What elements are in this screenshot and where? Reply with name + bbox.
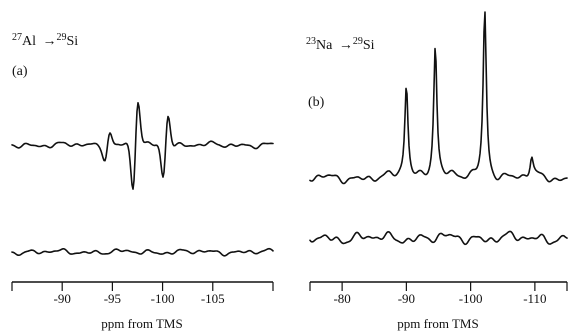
arrow-icon: → — [339, 38, 353, 53]
panel-b-id: (b) — [308, 95, 325, 110]
panel-b: 23Na →29Si (b) -80 -90 -100 -110 ppm from T… — [306, 11, 568, 331]
panel-a-control-spectrum — [11, 247, 274, 257]
x-tick-label: -90 — [398, 291, 415, 306]
panel-b-spectrum — [309, 11, 568, 185]
arrow-icon: → — [43, 34, 57, 49]
panel-b-x-axis-title: ppm from TMS — [397, 316, 478, 331]
panel-b-control-spectrum — [309, 230, 568, 246]
x-tick-label: -100 — [459, 291, 483, 306]
panel-b-ticks: -80 -90 -100 -110 — [309, 282, 568, 306]
x-tick-label: -80 — [333, 291, 350, 306]
panel-a-spectrum — [11, 102, 274, 190]
x-tick-label: -105 — [201, 291, 225, 306]
x-tick-label: -100 — [151, 291, 175, 306]
x-tick-label: -110 — [523, 291, 546, 306]
x-tick-label: -90 — [54, 291, 71, 306]
panel-a-transfer-label: 27Al →29Si — [12, 32, 78, 50]
panel-a-x-axis-title: ppm from TMS — [101, 316, 182, 331]
panel-a-ticks: -90 -95 -100 -105 — [11, 282, 274, 306]
panel-b-transfer-label: 23Na →29Si — [306, 36, 375, 54]
panel-a-id: (a) — [12, 64, 28, 79]
x-tick-label: -95 — [104, 291, 121, 306]
panel-a: 27Al →29Si (a) -90 -95 -100 -105 ppm from T… — [11, 32, 274, 331]
